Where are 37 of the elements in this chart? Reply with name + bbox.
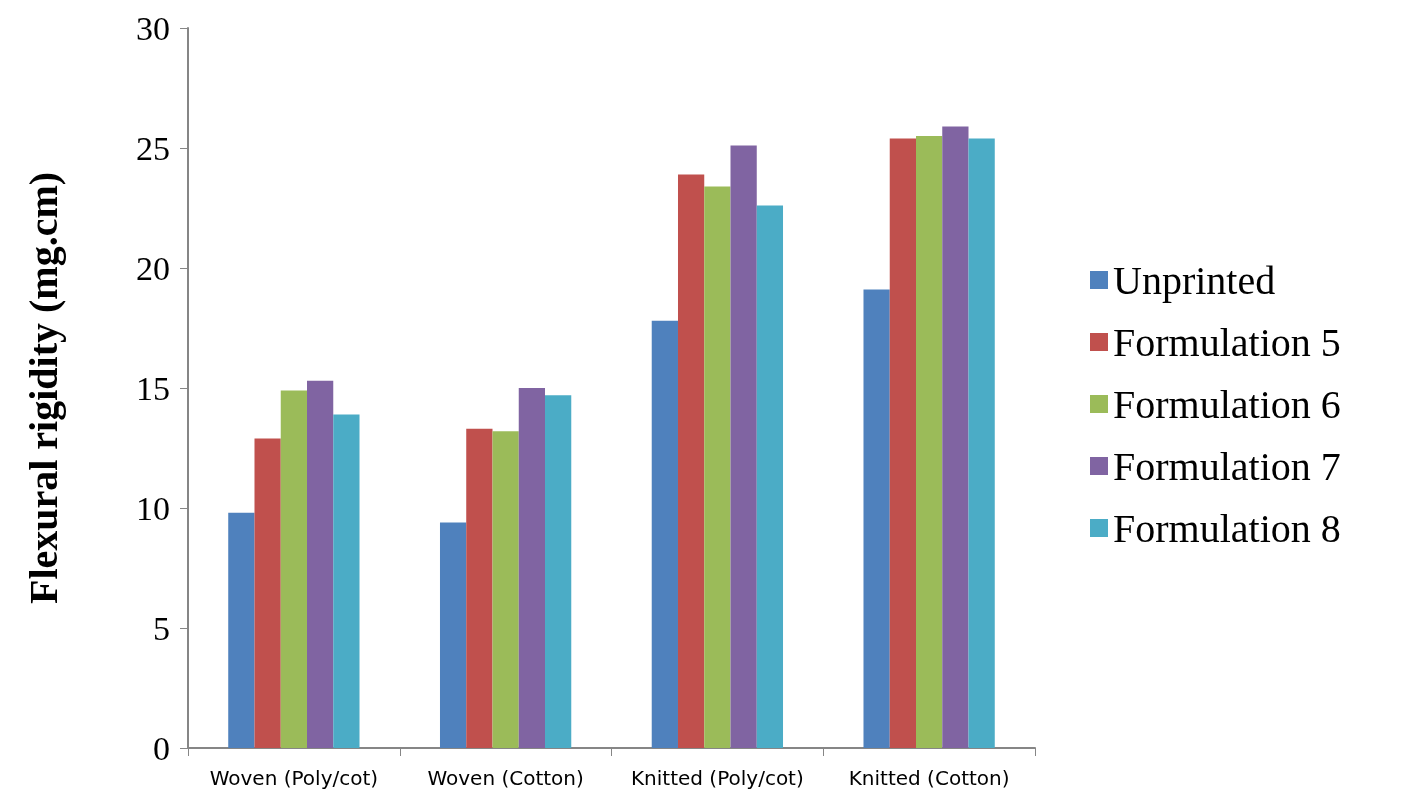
y-axis-title: Flexural rigidity (mg.cm): [20, 171, 66, 605]
y-tick-label: 5: [153, 609, 170, 647]
bar: [942, 126, 969, 748]
bar: [492, 431, 519, 748]
y-tick-label: 10: [136, 489, 170, 527]
bar: [439, 522, 467, 748]
bar: [968, 138, 995, 748]
x-tick-label: Woven (Cotton): [427, 766, 584, 790]
y-tick-label: 25: [136, 129, 170, 167]
legend-label: Formulation 6: [1113, 381, 1341, 427]
bar: [280, 390, 307, 748]
bar: [863, 289, 890, 748]
y-tick-label: 30: [136, 9, 170, 47]
x-tick-label: Knitted (Poly/cot): [630, 766, 804, 790]
bar: [756, 205, 784, 748]
bar: [307, 380, 334, 748]
bar: [545, 395, 572, 748]
legend-label: Formulation 7: [1113, 443, 1341, 489]
bar: [333, 414, 360, 748]
legend-label: Unprinted: [1113, 257, 1276, 303]
legend-label: Formulation 5: [1113, 319, 1341, 365]
bar: [518, 388, 546, 748]
bar: [254, 438, 281, 748]
x-tick-label: Woven (Poly/cot): [209, 766, 379, 790]
y-tick-label: 0: [153, 729, 170, 767]
bar: [677, 174, 705, 748]
bar: [889, 138, 916, 748]
x-tick-label: Knitted (Cotton): [848, 766, 1010, 790]
bar: [228, 512, 255, 748]
bar: [730, 145, 757, 748]
legend-label: Formulation 8: [1113, 505, 1341, 551]
y-tick-label: 20: [136, 249, 170, 287]
bar: [916, 136, 943, 748]
bar: [466, 428, 493, 748]
bar: [704, 186, 731, 748]
bar: [651, 320, 678, 748]
y-tick-label: 15: [136, 369, 170, 407]
